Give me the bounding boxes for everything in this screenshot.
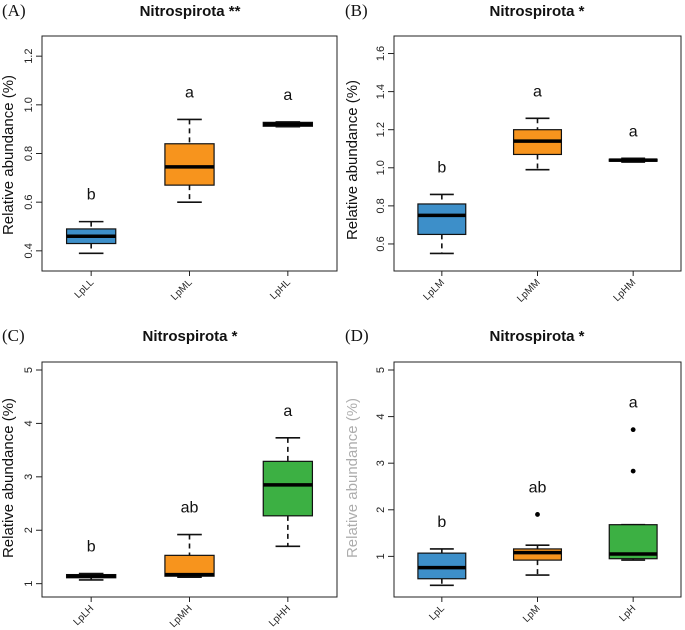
- y-tick-label: 5: [23, 367, 35, 373]
- x-tick-label: LpLL: [73, 277, 97, 301]
- y-axis-label: Relative abundance (%): [0, 75, 17, 235]
- significance-letter: a: [283, 403, 292, 420]
- y-axis-label: Relative abundance (%): [0, 398, 17, 558]
- outlier-point: [630, 468, 636, 474]
- y-tick-label: 0.8: [375, 198, 387, 213]
- y-tick-label: 2: [23, 527, 35, 533]
- box: [417, 203, 467, 236]
- y-tick-label: 1.6: [375, 46, 387, 61]
- y-tick-label: 4: [375, 414, 387, 420]
- y-tick-label: 4: [23, 420, 35, 426]
- chart-title: Nitrospirota **: [140, 3, 241, 20]
- y-tick-label: 0.6: [23, 195, 35, 210]
- x-tick-label: LpMH: [168, 603, 195, 630]
- significance-letter: ab: [181, 500, 199, 517]
- panel-a: (A) Nitrospirota ** Relative abundance (…: [0, 1, 338, 303]
- x-tick-label: LpL: [427, 603, 447, 623]
- panel-b: (B) Nitrospirota * Relative abundance (%…: [344, 1, 682, 305]
- box: [164, 143, 215, 186]
- x-tick-label: LpLM: [421, 277, 446, 302]
- y-tick-label: 3: [375, 460, 387, 466]
- x-tick-label: LpM: [521, 603, 543, 625]
- y-tick-label: 2: [375, 507, 387, 513]
- significance-letter: b: [87, 187, 96, 204]
- x-tick-label: LpMM: [515, 277, 542, 304]
- y-tick-label: 1: [23, 581, 35, 587]
- outlier-point: [630, 427, 636, 433]
- y-tick-label: 0.6: [375, 236, 387, 251]
- panel-label: (B): [345, 1, 368, 20]
- y-tick-label: 0.4: [23, 243, 35, 258]
- box: [512, 548, 563, 561]
- significance-letter: b: [437, 159, 446, 176]
- x-tick-label: LpH: [618, 603, 639, 624]
- panel-c: (C) Nitrospirota * Relative abundance (%…: [0, 326, 338, 630]
- chart-title: Nitrospirota *: [489, 328, 584, 345]
- y-tick-label: 1: [375, 553, 387, 559]
- significance-letter: a: [629, 395, 638, 412]
- significance-letter: b: [437, 514, 446, 531]
- significance-letter: b: [87, 539, 96, 556]
- y-tick-label: 1.2: [23, 49, 35, 64]
- x-tick-label: LpLH: [72, 603, 97, 628]
- x-tick-label: LpHL: [268, 277, 293, 302]
- outlier-point: [535, 512, 540, 517]
- box: [262, 460, 314, 517]
- y-tick-label: 1.2: [375, 122, 387, 137]
- panel-label: (C): [2, 326, 25, 345]
- significance-letter: a: [533, 83, 542, 100]
- y-tick-label: 1.0: [23, 97, 35, 112]
- y-tick-label: 1.0: [375, 160, 387, 175]
- significance-letter: a: [283, 87, 292, 104]
- y-tick-label: 0.8: [23, 146, 35, 161]
- panel-d: (D) Nitrospirota * Relative abundance (%…: [344, 326, 682, 625]
- significance-letter: a: [185, 84, 194, 101]
- panel-label: (D): [345, 326, 369, 345]
- y-tick-label: 5: [375, 367, 387, 373]
- significance-letter: a: [629, 123, 638, 140]
- significance-letter: ab: [529, 479, 547, 496]
- panel-label: (A): [2, 1, 26, 20]
- chart-title: Nitrospirota *: [142, 328, 237, 345]
- y-tick-label: 3: [23, 474, 35, 480]
- y-axis-label: Relative abundance (%): [344, 80, 361, 240]
- y-axis-label: Relative abundance (%): [344, 398, 361, 558]
- chart-title: Nitrospirota *: [489, 3, 584, 20]
- x-tick-label: LpHM: [612, 277, 639, 304]
- y-tick-label: 1.4: [375, 84, 387, 99]
- x-tick-label: LpHH: [267, 603, 293, 629]
- x-tick-label: LpML: [169, 277, 195, 303]
